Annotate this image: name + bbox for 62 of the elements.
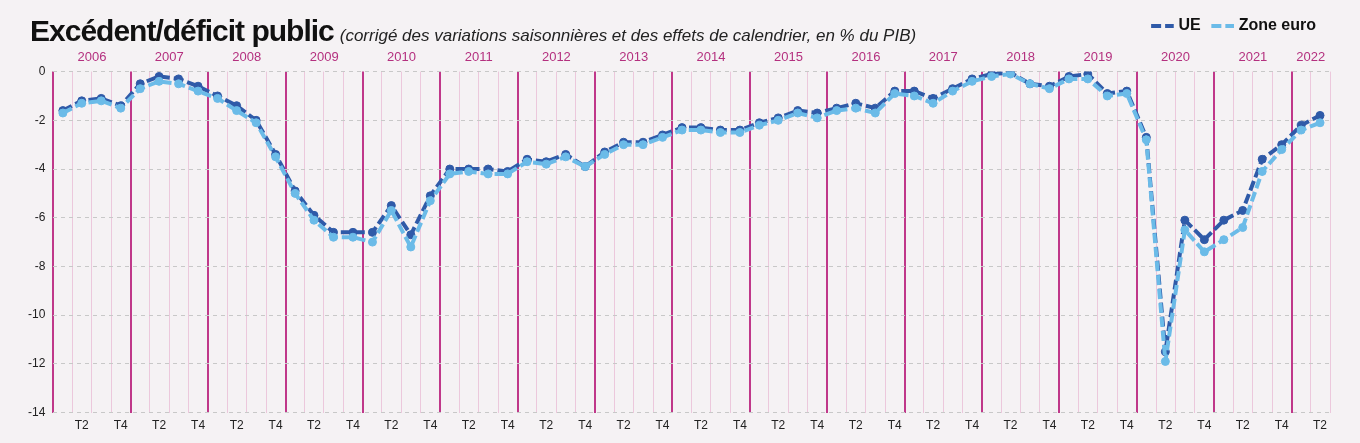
x2-tick-label: 2008 — [232, 49, 262, 65]
x2-tick-label: 2013 — [619, 49, 649, 65]
x-tick-label: T4 — [268, 418, 283, 433]
y-tick-label: -14 — [28, 404, 46, 419]
x2-tick-label: 2022 — [1296, 49, 1326, 65]
x-tick-label: T4 — [191, 418, 206, 433]
x2-tick-label: 2015 — [773, 49, 803, 65]
x-tick-label: T2 — [1158, 418, 1173, 433]
chart-title: Excédent/déficit public — [30, 14, 334, 47]
x-tick-label: T2 — [306, 418, 322, 433]
x2-tick-label: 2006 — [77, 49, 107, 65]
x-tick-label: T4 — [887, 418, 903, 433]
x-tick-label: T4 — [113, 418, 129, 433]
x2-tick-label: 2020 — [1161, 49, 1190, 65]
x-tick-label: T2 — [848, 418, 864, 433]
x-tick-label: T2 — [926, 418, 941, 433]
x2-tick-label: 2010 — [387, 49, 416, 65]
x-tick-label: T4 — [810, 418, 825, 433]
x-tick-label: T2 — [1003, 418, 1018, 433]
x-tick-label: T2 — [1235, 418, 1251, 433]
x2-tick-label: 2017 — [928, 49, 958, 65]
x-tick-label: T2 — [229, 418, 244, 433]
x-tick-label: T2 — [1313, 418, 1328, 433]
x-tick-label: T2 — [693, 418, 709, 433]
x2-tick-label: 2021 — [1238, 49, 1268, 65]
x-tick-label: T4 — [1042, 418, 1057, 433]
y-tick-label: -10 — [28, 307, 46, 322]
y-tick-label: -8 — [34, 258, 46, 273]
y-tick-label: -12 — [28, 356, 46, 371]
x-tick-label: T2 — [1080, 418, 1096, 433]
chart-subtitle: (corrigé des variations saisonnières et des effets de calendrier, en % du PIB) — [339, 26, 917, 45]
x-tick-label: T4 — [732, 418, 748, 433]
x2-tick-label: 2009 — [309, 49, 339, 65]
x2-tick-label: 2011 — [464, 49, 493, 65]
y-tick-label: -4 — [34, 161, 46, 176]
x2-tick-label: 2012 — [541, 49, 571, 65]
x2-tick-label: 2018 — [1006, 49, 1036, 65]
x-tick-label: T4 — [655, 418, 670, 433]
x-tick-label: T2 — [616, 418, 631, 433]
x-tick-label: T2 — [74, 418, 90, 433]
x-tick-label: T2 — [384, 418, 399, 433]
y-tick-label: -6 — [34, 210, 46, 225]
x2-tick-label: 2016 — [851, 49, 881, 65]
x-tick-label: T4 — [345, 418, 361, 433]
x-tick-label: T2 — [152, 418, 167, 433]
x-tick-label: T4 — [1197, 418, 1212, 433]
x-tick-label: T4 — [1119, 418, 1135, 433]
legend-label: Zone euro — [1238, 16, 1317, 34]
x-tick-label: T2 — [461, 418, 476, 433]
x-tick-label: T4 — [1274, 418, 1290, 433]
legend-label: UE — [1178, 16, 1201, 34]
x-tick-label: T4 — [965, 418, 980, 433]
x2-tick-label: 2014 — [696, 49, 726, 65]
x-tick-label: T2 — [539, 418, 554, 433]
x-tick-label: T2 — [771, 418, 786, 433]
x-tick-label: T4 — [423, 418, 438, 433]
y-tick-label: -2 — [34, 112, 46, 127]
x-tick-label: T4 — [500, 418, 515, 433]
x2-tick-label: 2019 — [1083, 49, 1113, 65]
y-tick-label: 0 — [38, 63, 46, 78]
x-tick-label: T4 — [578, 418, 593, 433]
x2-tick-label: 2007 — [154, 49, 184, 65]
